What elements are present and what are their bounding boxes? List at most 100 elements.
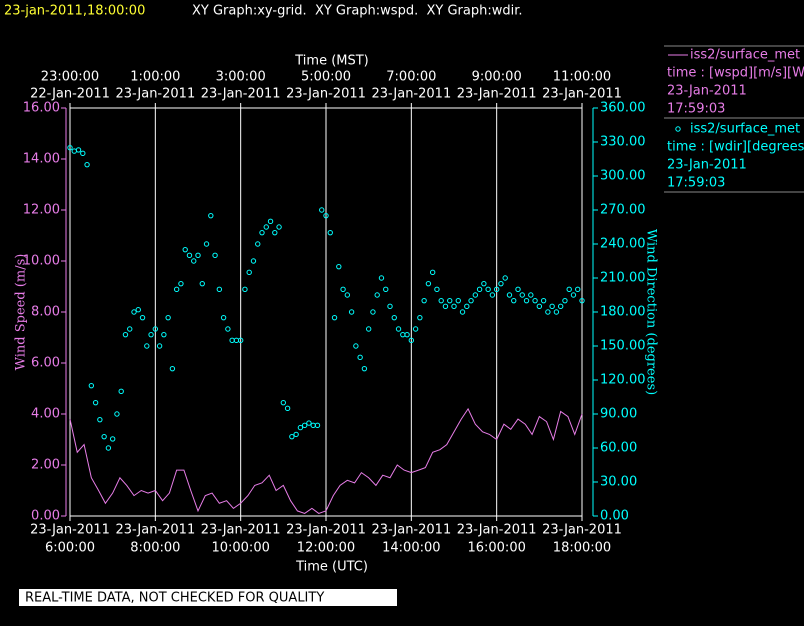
chart-title: XY Graph:xy-grid. XY Graph:wspd. XY Grap… (192, 4, 523, 19)
wind-direction-point (506, 292, 513, 298)
wind-direction-point (387, 303, 393, 310)
wind-direction-point (314, 422, 321, 429)
x2-tick-label: 1:00:00 (130, 70, 180, 85)
wind-direction-point (455, 297, 461, 304)
x-tick-label: 12:00:00 (297, 541, 355, 556)
y2-tick-label: 120.00 (600, 373, 646, 388)
wind-direction-point (225, 326, 231, 332)
y2-tick-label: 210.00 (600, 271, 646, 286)
y2-tick-label: 240.00 (600, 237, 646, 252)
legend-name: iss2/surface_met (690, 122, 800, 137)
wind-direction-point (459, 309, 466, 315)
wind-direction-point (199, 280, 205, 287)
wind-direction-point (575, 286, 581, 293)
wind-direction-point (481, 280, 487, 287)
x-tick-date: 23-Jan-2011 (286, 523, 366, 538)
x2-tick-date: 23-Jan-2011 (457, 87, 537, 102)
wind-direction-point (383, 286, 389, 293)
y2-tick-label: 0.00 (600, 509, 629, 524)
wind-direction-point (378, 275, 385, 281)
wind-direction-point (493, 286, 500, 293)
y-tick-label: 16.00 (23, 101, 60, 116)
x2-tick-label: 9:00:00 (472, 70, 522, 85)
wind-direction-point (75, 147, 82, 153)
wind-direction-point (395, 326, 402, 332)
wind-direction-point (540, 297, 547, 304)
x2-tick-label: 7:00:00 (386, 70, 436, 85)
wind-direction-point (429, 269, 436, 276)
wind-direction-point (276, 224, 282, 230)
wind-direction-point (361, 365, 368, 372)
y-tick-label: 8.00 (31, 305, 60, 320)
y2-tick-label: 270.00 (600, 203, 646, 218)
wind-direction-point (515, 286, 521, 293)
wind-direction-point (182, 246, 188, 253)
timestamp: 23-jan-2011,18:00:00 (4, 4, 145, 19)
footer: REAL-TIME DATA, NOT CHECKED FOR QUALITY (25, 591, 324, 606)
wind-direction-point (84, 161, 90, 168)
wind-direction-point (280, 399, 287, 406)
wind-direction-point (161, 331, 167, 338)
wind-direction-point (131, 309, 137, 315)
y2-tick-label: 60.00 (600, 441, 637, 456)
legend-detail: 23-Jan-2011 (667, 84, 747, 99)
wind-direction-point (92, 399, 99, 406)
wind-direction-point (216, 286, 223, 293)
wind-direction-point (532, 297, 538, 304)
wind-direction-point (442, 303, 449, 310)
wind-direction-point (165, 314, 171, 321)
wind-direction-point (468, 297, 474, 304)
wind-direction-point (139, 314, 146, 321)
x2-tick-date: 23-Jan-2011 (115, 87, 195, 102)
wind-direction-point (391, 314, 397, 321)
wind-direction-point (220, 314, 227, 321)
wind-direction-point (80, 150, 86, 157)
x2-tick-label: 3:00:00 (216, 70, 266, 85)
wind-direction-point (152, 326, 159, 332)
wind-direction-point (237, 337, 244, 344)
wind-direction-point (101, 433, 107, 440)
x2-tick-date: 23-Jan-2011 (371, 87, 451, 102)
wind-direction-point (536, 303, 543, 310)
wind-direction-point (340, 286, 346, 293)
wind-direction-point (88, 382, 95, 389)
wind-direction-point (528, 292, 534, 298)
wind-direction-point (293, 431, 299, 438)
wind-direction-point (284, 405, 291, 412)
legend-detail: 23-Jan-2011 (667, 158, 747, 173)
wind-direction-point (523, 297, 530, 304)
wind-direction-point (566, 286, 572, 293)
y2-tick-label: 90.00 (600, 407, 637, 422)
wind-direction-point (417, 314, 423, 321)
wind-direction-point (135, 307, 141, 313)
wind-direction-point (434, 286, 440, 293)
wind-direction-point (485, 286, 491, 293)
y2-tick-label: 30.00 (600, 475, 637, 490)
x-tick-label: 6:00:00 (45, 541, 95, 556)
x-tick-date: 23-Jan-2011 (457, 523, 537, 538)
wind-direction-point (365, 326, 372, 332)
y-tick-label: 10.00 (23, 254, 60, 269)
wind-direction-point (144, 343, 150, 349)
legend-detail: time : [wspd][m/s][Wind (667, 66, 804, 81)
x-tick-label: 14:00:00 (382, 541, 440, 556)
y-tick-label: 12.00 (23, 203, 60, 218)
wind-direction-point (186, 252, 193, 259)
wind-direction-point (67, 144, 73, 151)
wind-direction-point (105, 445, 112, 451)
wind-direction-point (195, 252, 201, 259)
wind-direction-point (519, 292, 525, 298)
x2-tick-label: 5:00:00 (301, 70, 351, 85)
wind-direction-point (272, 229, 278, 236)
wind-direction-point (562, 297, 568, 304)
wind-direction-point (267, 218, 274, 225)
x2-tick-label: 11:00:00 (553, 70, 611, 85)
wind-direction-point (122, 331, 129, 338)
x2-axis-title: Time (MST) (294, 54, 369, 69)
x2-tick-date: 22-Jan-2011 (30, 87, 110, 102)
wind-direction-point (336, 263, 342, 270)
wind-direction-point (421, 297, 427, 304)
wind-direction-point (370, 309, 376, 315)
wind-direction-point (250, 258, 257, 264)
legend-detail: time : [wdir][degrees][V (667, 140, 804, 155)
